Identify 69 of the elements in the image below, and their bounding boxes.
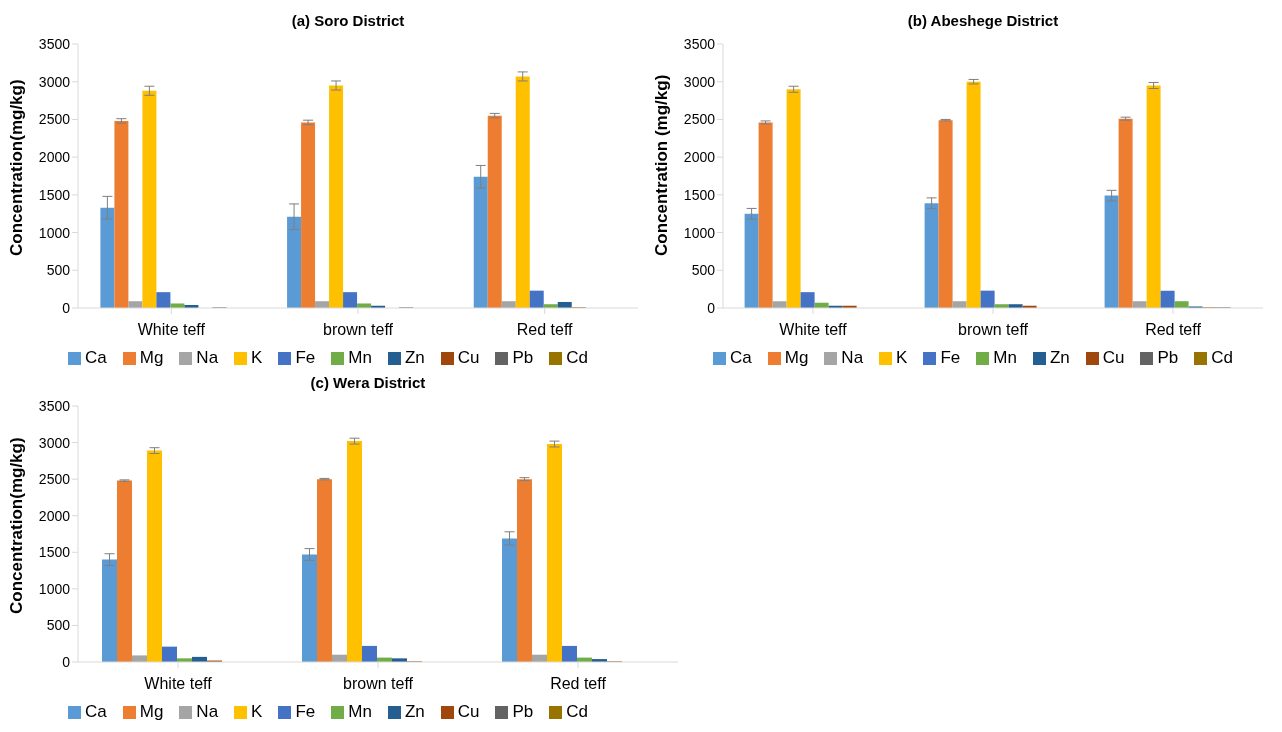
y-tick-label: 3500: [38, 35, 71, 52]
y-axis-title: Concentration(mg/kg): [7, 79, 27, 256]
legend-label: Ca: [85, 348, 107, 367]
y-tick-label: 2000: [38, 507, 71, 524]
y-tick-label: 3000: [683, 73, 716, 90]
x-tick-label: brown teff: [343, 675, 414, 693]
legend-label: Mg: [139, 702, 164, 721]
y-axis-title: Concentration (mg/kg): [652, 74, 672, 256]
legend-label: Fe: [940, 348, 961, 367]
legend-label: Cd: [566, 348, 589, 367]
y-tick-label: 500: [46, 617, 71, 634]
y-tick-label: 500: [46, 262, 71, 279]
y-tick-label: 2000: [683, 149, 716, 166]
chart-title: (c) Wera District: [309, 374, 427, 391]
y-tick-label: 0: [62, 299, 71, 316]
y-tick-label: 1500: [38, 544, 71, 561]
legend-label: Ca: [730, 348, 752, 367]
legend-label: Pb: [512, 348, 534, 367]
chart-title: (a) Soro District: [290, 12, 406, 29]
y-tick-label: 3000: [38, 434, 71, 451]
y-tick-label: 3500: [38, 397, 71, 414]
x-tick-label: brown teff: [323, 321, 394, 339]
y-tick-label: 3500: [683, 35, 716, 52]
legend-label: Cu: [457, 702, 480, 721]
legend-label: Na: [841, 348, 864, 367]
legend-label: Mn: [993, 348, 1017, 367]
legend-label: Mn: [348, 348, 372, 367]
y-tick-label: 2500: [38, 111, 71, 128]
x-tick-label: Red teff: [516, 321, 574, 339]
y-tick-label: 2500: [683, 111, 716, 128]
legend-label: Fe: [295, 348, 316, 367]
legend-label: Fe: [295, 702, 316, 721]
x-tick-label: brown teff: [958, 321, 1029, 339]
y-axis-title: Concentration(mg/kg): [7, 437, 27, 614]
legend-label: Mg: [139, 348, 164, 367]
y-tick-label: 3000: [38, 73, 71, 90]
y-tick-label: 2000: [38, 149, 71, 166]
y-tick-label: 2500: [38, 471, 71, 488]
legend-label: Zn: [404, 348, 425, 367]
chart-title: (b) Abeshege District: [906, 12, 1060, 29]
legend-label: Zn: [404, 702, 425, 721]
y-tick-label: 1500: [38, 186, 71, 203]
y-tick-label: 0: [62, 653, 71, 670]
x-tick-label: White teff: [779, 321, 848, 339]
y-tick-label: 500: [691, 262, 716, 279]
x-tick-label: Red teff: [550, 675, 607, 693]
legend-label: Cu: [457, 348, 480, 367]
legend-label: Zn: [1049, 348, 1070, 367]
legend-label: Ca: [85, 702, 107, 721]
legend-label: Cd: [566, 702, 589, 721]
legend-label: K: [251, 348, 263, 367]
y-tick-label: 1000: [683, 224, 716, 241]
y-tick-label: 1000: [38, 224, 71, 241]
legend-label: Pb: [1157, 348, 1179, 367]
x-tick-label: White teff: [144, 675, 213, 693]
legend-label: Cd: [1211, 348, 1234, 367]
legend-label: Mg: [784, 348, 809, 367]
legend-label: Na: [196, 348, 219, 367]
y-tick-label: 0: [707, 299, 716, 316]
y-tick-label: 1500: [683, 186, 716, 203]
x-tick-label: Red teff: [1145, 321, 1202, 339]
y-tick-label: 1000: [38, 580, 71, 597]
legend-label: K: [251, 702, 263, 721]
legend-label: Na: [196, 702, 219, 721]
legend-label: Cu: [1102, 348, 1125, 367]
legend-label: K: [896, 348, 908, 367]
legend-label: Mn: [348, 702, 372, 721]
x-tick-label: White teff: [137, 321, 206, 339]
legend-label: Pb: [512, 702, 534, 721]
